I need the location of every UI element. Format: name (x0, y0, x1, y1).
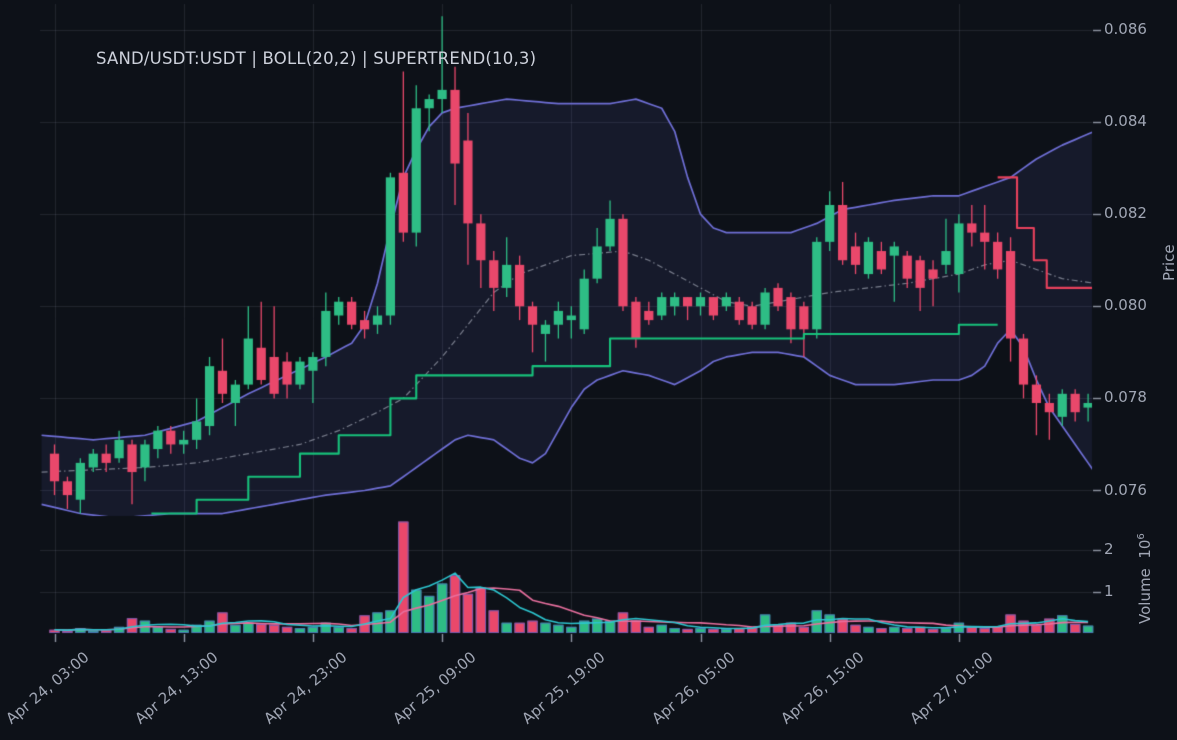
price-tick-label: 0.078 (1104, 388, 1147, 407)
price-tick-label: 0.080 (1104, 296, 1147, 315)
volume-tick-label: 1 (1104, 581, 1114, 600)
price-axis-title-text: Price (1160, 244, 1177, 281)
chart-title: SAND/USDT:USDT | BOLL(20,2) | SUPERTREND… (96, 49, 537, 68)
volume-scale-base: 10 (1136, 539, 1154, 559)
volume-tick-label: 2 (1104, 540, 1114, 559)
price-axis-title: Price (1160, 244, 1177, 281)
price-tick-label: 0.082 (1104, 204, 1147, 223)
volume-axis-title: Volume 106 (1136, 533, 1154, 624)
price-tick-label: 0.084 (1104, 112, 1147, 131)
volume-axis-title-text: Volume (1136, 568, 1154, 624)
volume-scale-exponent: 6 (1136, 533, 1147, 540)
price-tick-label: 0.076 (1104, 480, 1147, 499)
price-tick-label: 0.086 (1104, 20, 1147, 38)
